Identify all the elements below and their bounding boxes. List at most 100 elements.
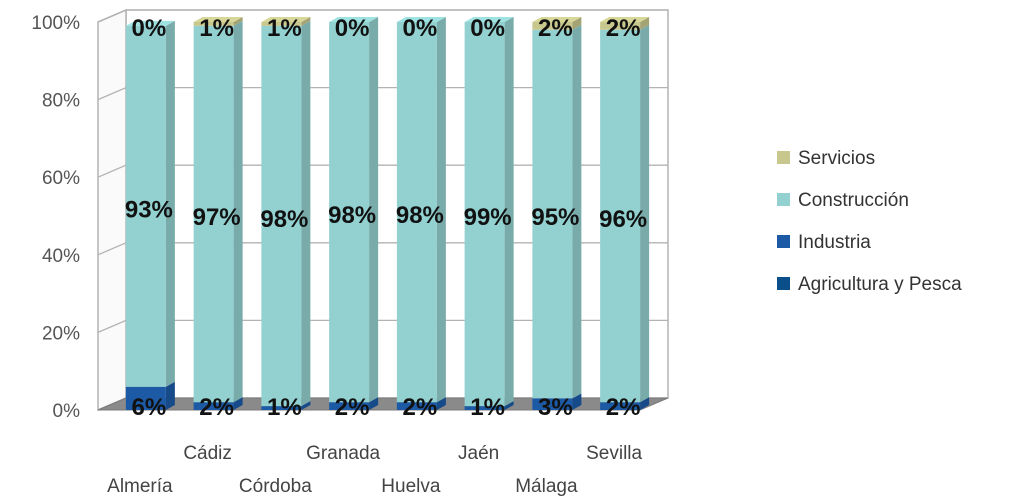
bar-industria-cadiz [193,402,234,410]
legend-swatch-agricultura-y-pesca [777,277,790,290]
data-label-servicios-almeria: 0% [132,15,167,42]
bar-side-construccion-sevilla [640,24,650,403]
category-label-huelva: Huelva [381,476,441,496]
y-axis-ticks: 0% 20% 40% 60% 80% 100% [31,13,80,422]
category-label-cadiz: Cádiz [183,443,232,464]
bar-industria-granada [329,402,370,410]
data-label-construccion-cadiz: 97% [193,204,241,231]
bar-construccion-cordoba [261,25,302,407]
y-tick-label: 20% [42,323,80,344]
data-label-industria-malaga: 3% [538,394,573,421]
y-tick-label: 100% [31,13,80,34]
bar-industria-malaga [532,398,573,410]
bar-side-industria-almeria [165,381,175,410]
bar-servicios-cadiz [193,22,234,26]
category-label-almeria: Almería [107,476,173,496]
bar-side-servicios-cadiz [233,17,243,26]
bar-side-industria-sevilla [640,397,650,410]
bar-top-almeria [125,20,175,26]
bar-construccion-almeria [125,25,166,387]
bar-industria-jaen [464,406,505,410]
category-label-granada: Granada [306,443,380,464]
data-label-servicios-granada: 0% [335,15,370,42]
legend-label-construccion: Construcción [798,190,909,211]
bar-construccion-jaen [464,22,505,407]
data-label-servicios-jaen: 0% [470,15,505,42]
data-label-industria-granada: 2% [335,394,370,421]
bar-side-construccion-cordoba [301,20,311,407]
bar-side-industria-malaga [572,393,582,410]
bar-side-servicios-malaga [572,17,582,30]
bar-side-construccion-huelva [436,17,446,403]
data-label-construccion-almeria: 93% [125,196,173,223]
category-label-cordoba: Córdoba [239,476,312,496]
bar-side-construccion-jaen [504,17,514,407]
bars [125,17,650,410]
data-label-industria-almeria: 6% [132,394,167,421]
data-label-industria-jaen: 1% [470,394,505,421]
data-label-industria-sevilla: 2% [606,394,641,421]
data-label-industria-huelva: 2% [403,394,438,421]
data-label-servicios-sevilla: 2% [606,15,641,42]
bar-construccion-malaga [532,29,573,399]
y-tick-label: 40% [42,246,80,267]
legend-swatch-servicios [777,151,790,164]
bar-servicios-cordoba [261,22,302,26]
bar-servicios-sevilla [600,22,641,30]
data-label-construccion-huelva: 98% [396,202,444,229]
bar-side-construccion-almeria [165,20,175,387]
category-label-jaen: Jaén [458,443,499,464]
data-label-construccion-malaga: 95% [531,204,579,231]
data-label-industria-cadiz: 2% [199,394,234,421]
bar-construccion-huelva [396,22,437,403]
bar-side-servicios-cordoba [301,17,311,26]
bar-side-industria-jaen [504,401,514,410]
bar-top-huelva [396,17,446,22]
bar-industria-cordoba [261,406,302,410]
bar-industria-sevilla [600,402,641,410]
data-label-construccion-cordoba: 98% [260,206,308,233]
data-label-servicios-cadiz: 1% [199,15,234,42]
bar-construccion-cadiz [193,25,234,403]
data-label-servicios-cordoba: 1% [267,15,302,42]
data-label-construccion-sevilla: 96% [599,206,647,233]
bar-side-servicios-sevilla [640,17,650,30]
bar-top-sevilla [600,17,650,22]
bar-side-construccion-malaga [572,24,582,399]
bar-servicios-malaga [532,22,573,30]
y-tick-label: 80% [42,91,80,112]
bar-top-cordoba [261,17,311,22]
data-label-industria-cordoba: 1% [267,394,302,421]
floor [97,397,669,411]
category-label-sevilla: Sevilla [586,443,642,464]
data-label-construccion-jaen: 99% [464,204,512,231]
data-label-construccion-granada: 98% [328,202,376,229]
bar-industria-almeria [125,386,166,410]
y-tick-label: 60% [42,168,80,189]
legend-label-servicios: Servicios [798,148,875,169]
legend-label-industria: Industria [798,232,871,253]
y-tick-label: 0% [53,401,81,422]
category-label-malaga: Málaga [515,476,578,496]
bar-top-granada [329,17,379,22]
legend: Servicios Construcción Industria Agricultur… [777,148,962,295]
bar-side-industria-cadiz [233,397,243,410]
legend-swatch-industria [777,235,790,248]
bar-industria-huelva [396,402,437,410]
legend-swatch-construccion [777,193,790,206]
bar-construccion-sevilla [600,29,641,403]
data-labels: 6% 93% 0% 2% 97% 1% 1% 98% 1% 2% 98% 0% 2% 98% 0% 1% 99%… [125,15,647,421]
bar-side-construccion-cadiz [233,20,243,403]
bar-top-jaen [464,17,514,22]
bar-top-malaga [532,17,582,22]
side-wall [97,8,127,412]
bar-side-industria-cordoba [301,401,311,410]
bar-side-industria-huelva [436,397,446,410]
data-label-servicios-huelva: 0% [403,15,438,42]
bar-side-industria-granada [369,397,379,410]
bar-construccion-granada [329,22,370,403]
legend-label-agricultura-y-pesca: Agricultura y Pesca [798,274,962,295]
bar-side-construccion-granada [369,17,379,403]
